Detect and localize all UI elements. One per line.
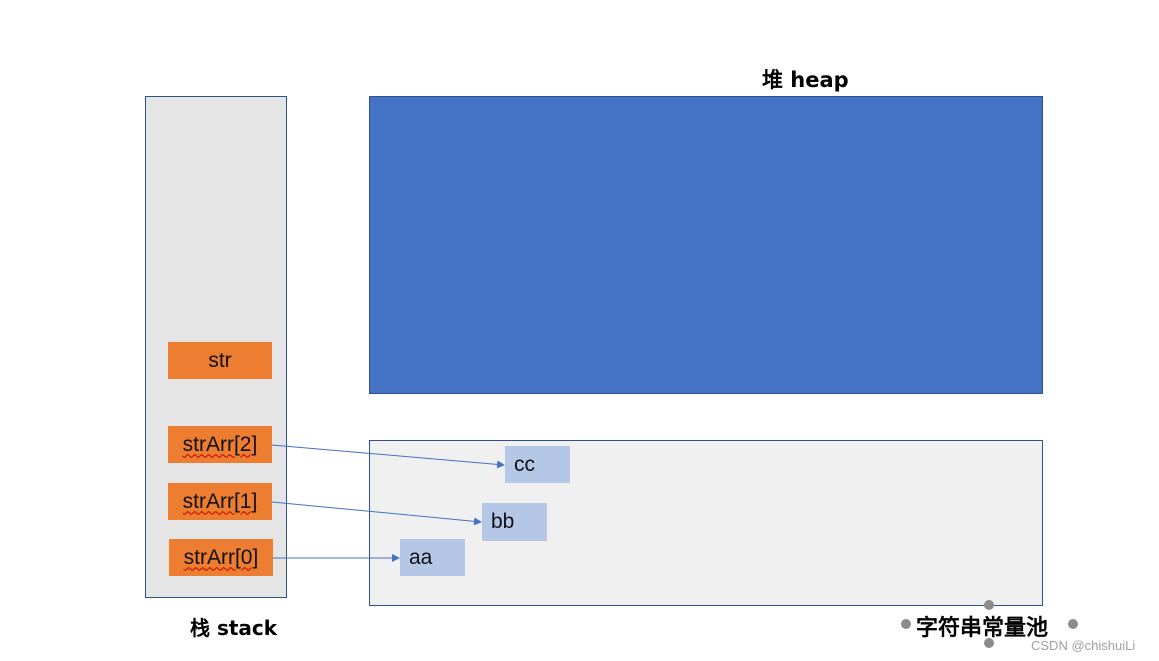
stack-title: 栈 stack	[190, 616, 278, 640]
arrow-strarr-1-to-bb	[271, 501, 482, 526]
pool-string-aa: aa	[400, 539, 465, 576]
heap-title: 堆 heap	[762, 68, 849, 92]
pool-string-bb: bb	[482, 503, 547, 541]
selection-handle-top[interactable]	[984, 600, 994, 610]
heap-region	[369, 96, 1043, 394]
watermark: CSDN @chishuiLi	[1031, 638, 1136, 653]
stack-var-strarr-0: strArr[0]	[169, 539, 273, 576]
selection-handle-right[interactable]	[1068, 619, 1078, 629]
stack-var-label: strArr[1]	[182, 489, 258, 513]
stack-var-strarr-2: strArr[2]	[168, 426, 272, 463]
string-pool-title: 字符串常量池	[916, 616, 1049, 641]
selection-handle-left[interactable]	[901, 619, 911, 629]
selection-handle-bottom[interactable]	[984, 638, 994, 648]
stack-var-label: strArr[2]	[182, 432, 258, 456]
stack-var-str: str	[168, 342, 272, 379]
stack-var-strarr-1: strArr[1]	[168, 483, 272, 520]
pool-string-label: bb	[491, 510, 515, 533]
stack-var-label: str	[208, 348, 232, 372]
pool-string-label: aa	[409, 545, 433, 569]
pool-string-cc: cc	[505, 446, 570, 483]
pool-string-label: cc	[514, 452, 535, 476]
arrow-strarr-2-to-cc	[271, 444, 505, 469]
stack-var-label: strArr[0]	[183, 545, 259, 569]
